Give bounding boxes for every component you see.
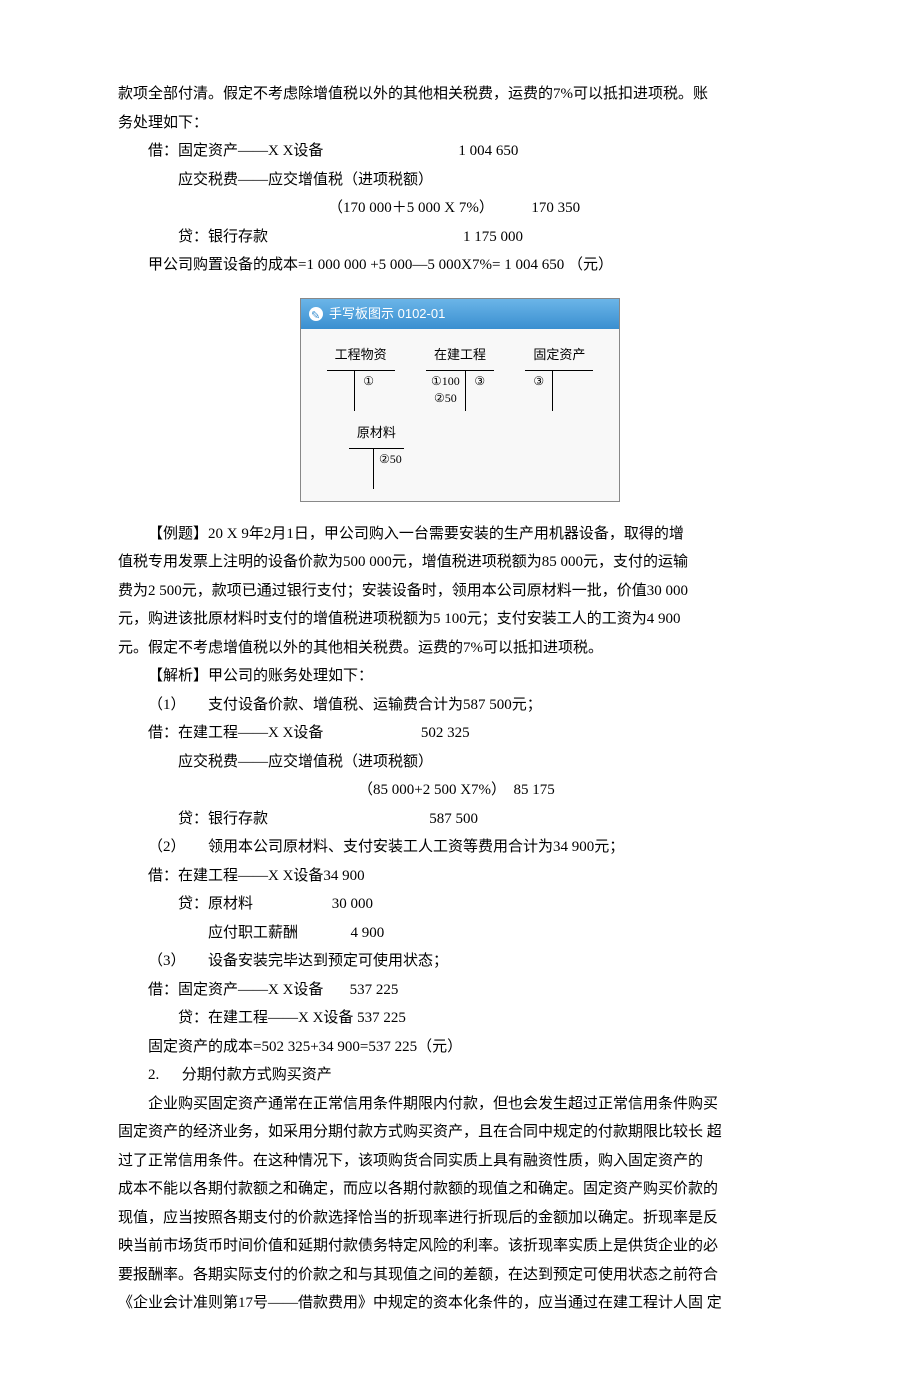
t-accounts-row-2: 原材料 ②50 [301, 416, 619, 489]
t-account-title: 原材料 [349, 421, 404, 449]
section-2-paragraph: 现值，应当按照各期支付的价款选择恰当的折现率进行折现后的金额加以确定。折现率是反 [118, 1204, 802, 1233]
journal-entry-debit: 借：固定资产——X X设备 1 004 650 [118, 137, 802, 166]
paragraph-continuation: 务处理如下： [118, 109, 802, 138]
t-credit: ③ [466, 371, 494, 411]
journal-entry-debit: 借：在建工程——X X设备 502 325 [118, 719, 802, 748]
section-2-paragraph: 企业购买固定资产通常在正常信用条件期限内付款，但也会发生超过正常信用条件购买 [118, 1090, 802, 1119]
paragraph-continuation: 款项全部付清。假定不考虑除增值税以外的其他相关税费，运费的7%可以抵扣进项税。账 [118, 80, 802, 109]
t-credit [553, 371, 581, 411]
t-entry: ②50 [431, 390, 460, 407]
calculation-result: 甲公司购置设备的成本=1 000 000 +5 000—5 000X7%= 1 … [118, 251, 802, 280]
solution-step-3: （3） 设备安装完毕达到预定可使用状态； [118, 947, 802, 976]
journal-entry-credit: 贷：原材料 30 000 [118, 890, 802, 919]
section-2-paragraph: 《企业会计准则第17号——借款费用》中规定的资本化条件的，应当通过在建工程计人固… [118, 1289, 802, 1318]
section-2-title: 2. 分期付款方式购买资产 [118, 1061, 802, 1090]
pencil-icon [309, 307, 323, 321]
example-paragraph: 元。假定不考虑增值税以外的其他相关税费。运费的7%可以抵扣进项税。 [118, 634, 802, 663]
t-account-fixed-asset: 固定资产 ③ [525, 343, 593, 411]
section-2-paragraph: 要报酬率。各期实际支付的价款之和与其现值之间的差额，在达到预定可使用状态之前符合 [118, 1261, 802, 1290]
t-entry: ①100 [431, 373, 460, 390]
section-2-paragraph: 映当前市场货币时间价值和延期付款债务特定风险的利率。该折现率实质上是供货企业的必 [118, 1232, 802, 1261]
t-account-material: 工程物资 ① [327, 343, 395, 411]
journal-entry-credit: 应付职工薪酬 4 900 [118, 919, 802, 948]
t-account-title: 在建工程 [426, 343, 494, 371]
journal-entry-credit: 贷：银行存款 587 500 [118, 805, 802, 834]
journal-entry-debit: 应交税费——应交增值税（进项税额） [118, 748, 802, 777]
journal-entry-debit: 应交税费——应交增值税（进项税额） [118, 166, 802, 195]
t-credit: ②50 [374, 449, 407, 489]
t-credit: ① [355, 371, 383, 411]
t-debit [327, 371, 355, 411]
example-paragraph: 值税专用发票上注明的设备价款为500 000元，增值税进项税额为85 000元，… [118, 548, 802, 577]
t-account-title: 固定资产 [525, 343, 593, 371]
solution-header: 【解析】甲公司的账务处理如下： [118, 662, 802, 691]
t-account-title: 工程物资 [327, 343, 395, 371]
cost-calculation: 固定资产的成本=502 325+34 900=537 225（元） [118, 1033, 802, 1062]
section-2-paragraph: 成本不能以各期付款额之和确定，而应以各期付款额的现值之和确定。固定资产购买价款的 [118, 1175, 802, 1204]
diagram-title: 手写板图示 0102-01 [329, 302, 445, 327]
example-paragraph: 元，购进该批原材料时支付的增值税进项税额为5 100元；支付安装工人的工资为4 … [118, 605, 802, 634]
journal-entry-debit: 借：在建工程——X X设备34 900 [118, 862, 802, 891]
example-paragraph: 【例题】20 X 9年2月1日，甲公司购入一台需要安装的生产用机器设备，取得的增 [118, 520, 802, 549]
journal-entry-debit: 借：固定资产——X X设备 537 225 [118, 976, 802, 1005]
solution-step-2: （2） 领用本公司原材料、支付安装工人工资等费用合计为34 900元； [118, 833, 802, 862]
t-account-construction: 在建工程 ①100 ②50 ③ [426, 343, 494, 411]
t-debit: ③ [525, 371, 553, 411]
handwriting-diagram: 手写板图示 0102-01 工程物资 ① 在建工程 ①100 ②50 ③ 固定资… [300, 298, 620, 502]
example-paragraph: 费为2 500元，款项已通过银行支付；安装设备时，领用本公司原材料一批，价值30… [118, 577, 802, 606]
journal-entry-calc: （170 000＋5 000 X 7%） 170 350 [118, 194, 802, 223]
t-accounts-row: 工程物资 ① 在建工程 ①100 ②50 ③ 固定资产 ③ [301, 329, 619, 416]
section-2-paragraph: 固定资产的经济业务，如采用分期付款方式购买资产，且在合同中规定的付款期限比较长 … [118, 1118, 802, 1147]
t-debit [346, 449, 374, 489]
diagram-header: 手写板图示 0102-01 [301, 299, 619, 330]
section-2-paragraph: 过了正常信用条件。在这种情况下，该项购货合同实质上具有融资性质，购入固定资产的 [118, 1147, 802, 1176]
solution-step-1: （1） 支付设备价款、增值税、运输费合计为587 500元； [118, 691, 802, 720]
journal-entry-calc: （85 000+2 500 X7%） 85 175 [118, 776, 802, 805]
journal-entry-credit: 贷：银行存款 1 175 000 [118, 223, 802, 252]
journal-entry-credit: 贷：在建工程——X X设备 537 225 [118, 1004, 802, 1033]
t-account-raw-material: 原材料 ②50 [346, 421, 407, 489]
t-debit: ①100 ②50 [426, 371, 466, 411]
